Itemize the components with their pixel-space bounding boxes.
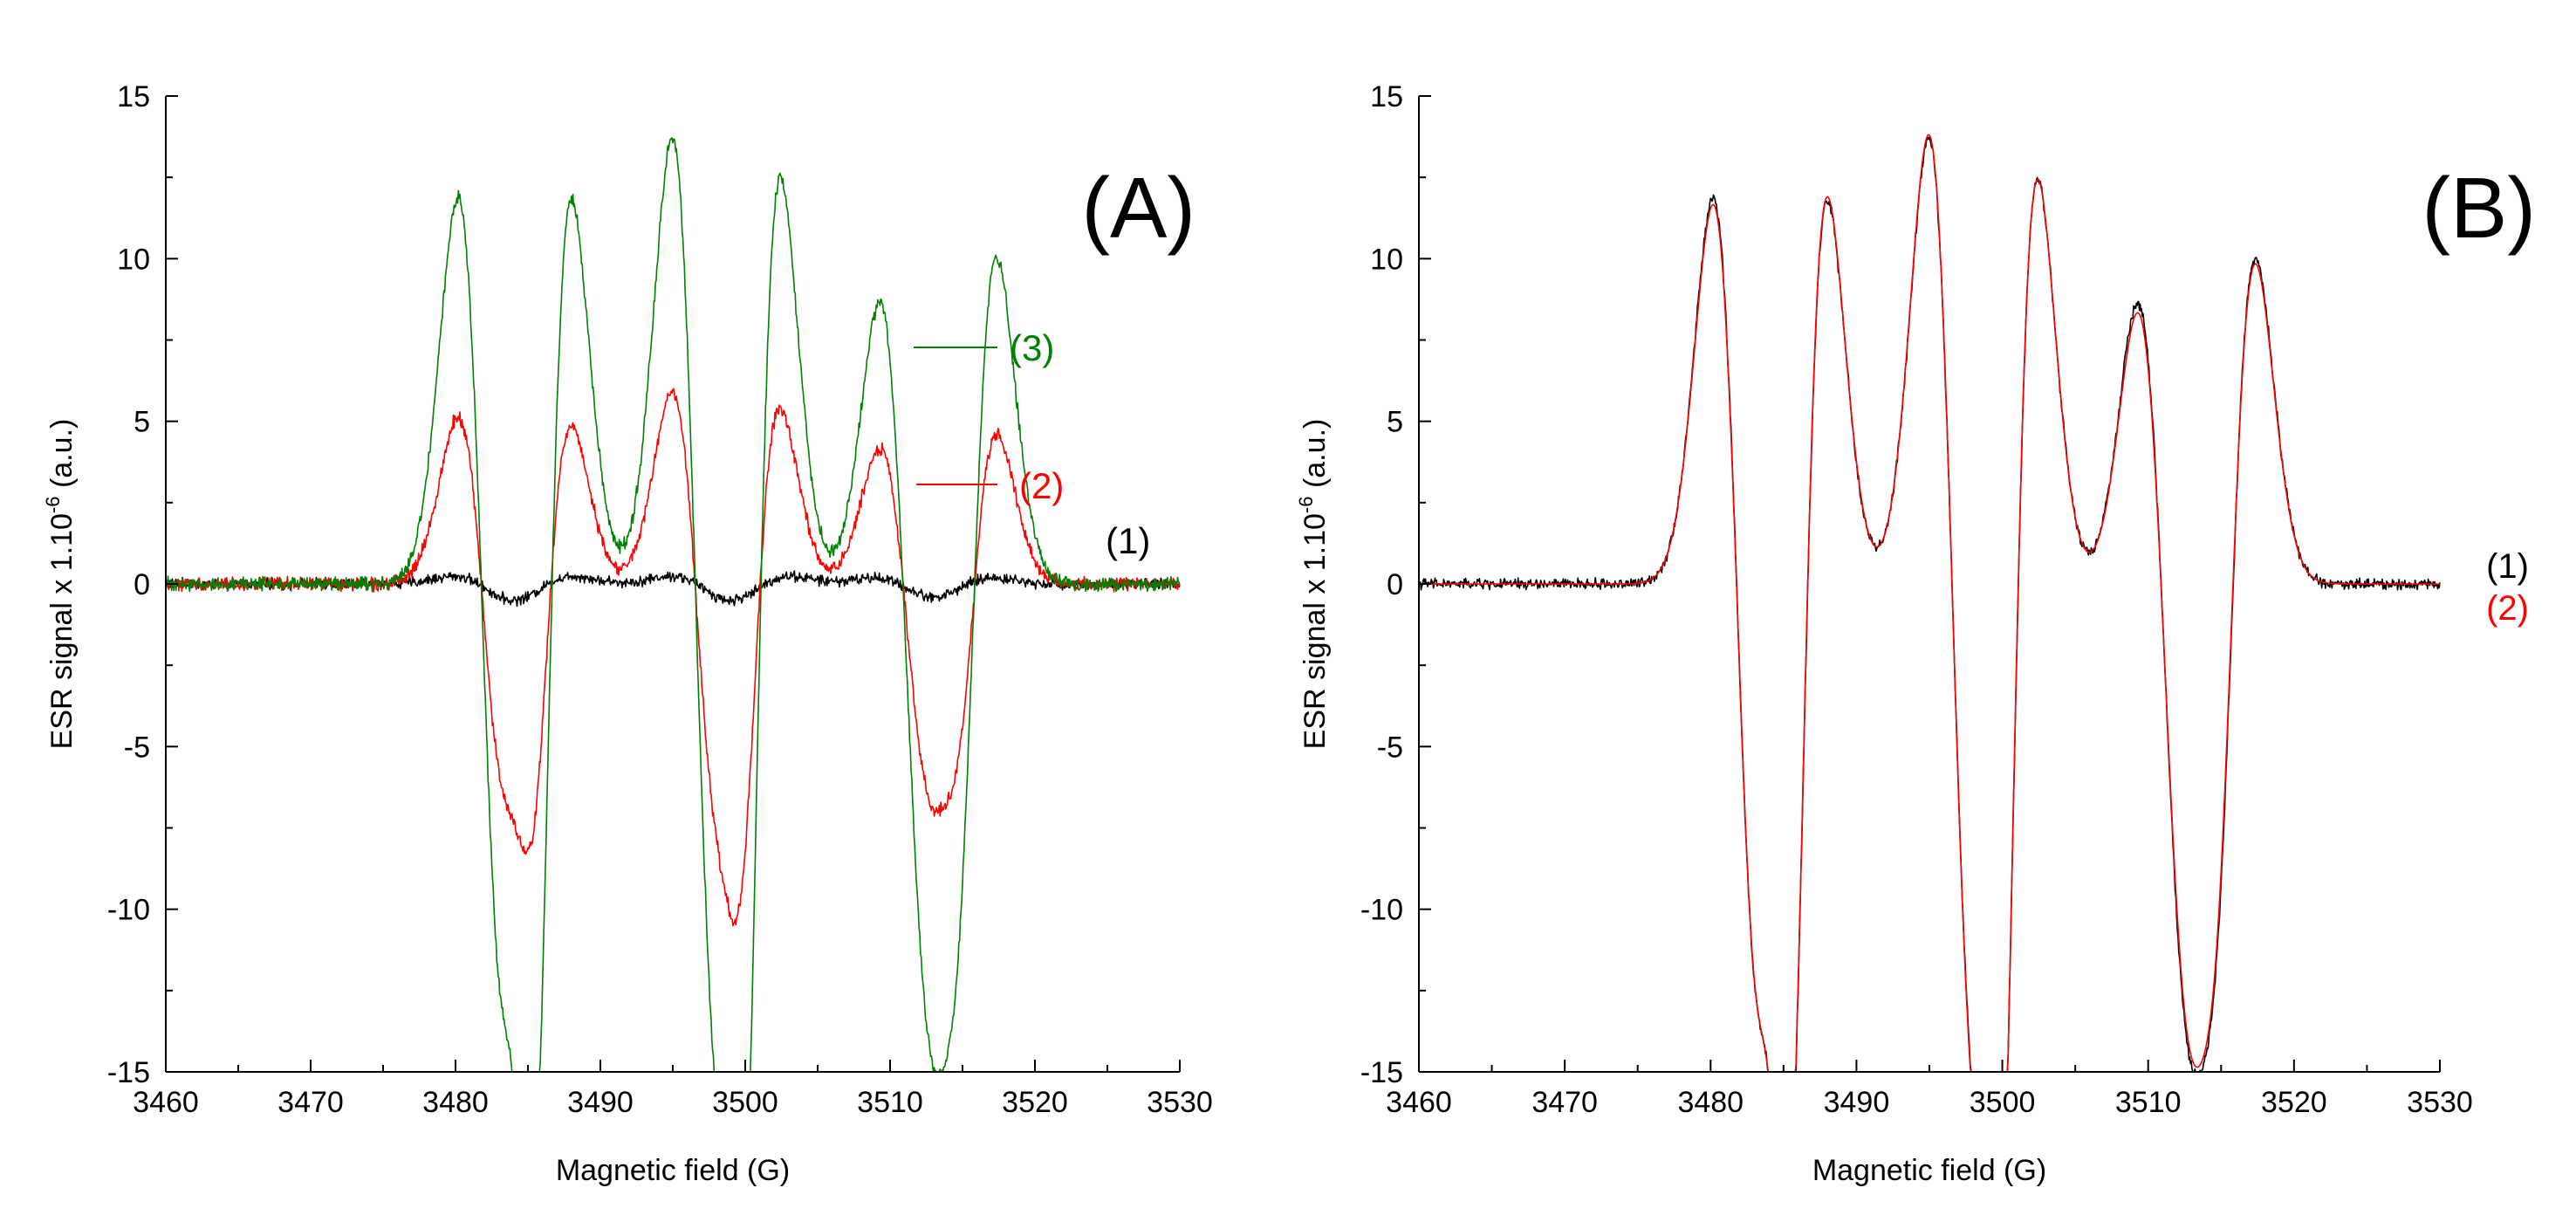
panel-b-series [1418, 134, 2441, 1073]
panel-b-xtick-label: 3490 [1824, 1086, 1890, 1119]
panel-a-ytick-label: 5 [134, 406, 150, 439]
panel-a-ytick-label: -15 [107, 1056, 150, 1089]
panel-b-xtick-label: 3460 [1386, 1086, 1452, 1119]
panel-a-ylabel: ESR signal x 1.10-6 (a.u.) [42, 419, 79, 750]
annotation-3: (3) [914, 327, 1054, 368]
panel-a-xtick-label: 3530 [1147, 1086, 1213, 1119]
annotation-2-label: (2) [1019, 465, 1064, 506]
panel-a-xtick-label: 3500 [712, 1086, 778, 1119]
panel-a: 3460 3470 3480 3490 3500 3510 3520 3530 -15 -10 -5… [42, 80, 1213, 1187]
panel-a-series [165, 137, 1181, 1073]
annotation-3-label: (3) [1010, 327, 1054, 368]
panel-a-series-1 [165, 570, 1181, 608]
annotation-1-label: (1) [1106, 520, 1150, 561]
panel-a-xtick-label: 3490 [567, 1086, 634, 1119]
panel-b-ytick-label: 5 [1387, 406, 1403, 439]
panel-b-xtick-label: 3480 [1677, 1086, 1744, 1119]
panel-b-ticks: 3460 3470 3480 3490 3500 3510 3520 3530 -15 -10 -5… [1360, 80, 2473, 1119]
panel-b-ytick-label: -5 [1377, 731, 1403, 764]
panel-a-ytick-label: 0 [134, 568, 150, 601]
panel-a-label: (A) [1081, 160, 1196, 256]
panel-a-xtick-label: 3520 [1002, 1086, 1068, 1119]
panel-a-xtick-label: 3460 [133, 1086, 199, 1119]
panel-b-series-2 [1419, 134, 2440, 1073]
panel-b-xtick-label: 3510 [2115, 1086, 2182, 1119]
panel-a-ytick-label: -10 [107, 894, 150, 927]
panel-b-ytick-label: 15 [1370, 80, 1403, 113]
panel-a-series-3 [165, 137, 1181, 1073]
panel-b-ytick-label: 10 [1370, 243, 1403, 276]
panel-a-ytick-label: 10 [117, 243, 150, 276]
panel-b-xtick-label: 3530 [2407, 1086, 2473, 1119]
panel-a-xtick-label: 3480 [422, 1086, 489, 1119]
annotation-2: (2) [916, 465, 1064, 506]
panel-b-xtick-label: 3500 [1970, 1086, 2036, 1119]
panel-b-ytick-label: 0 [1387, 568, 1403, 601]
legend-1-label: (1) [2486, 547, 2529, 586]
panel-a-ytick-label: 15 [117, 80, 150, 113]
panel-b-ytick-label: -10 [1360, 894, 1403, 927]
panel-b-xtick-label: 3520 [2261, 1086, 2327, 1119]
panel-b-xtick-label: 3470 [1531, 1086, 1598, 1119]
panel-a-ticks: 3460 3470 3480 3490 3500 3510 3520 3530 -15 -10 -5… [107, 80, 1213, 1119]
panel-b: 3460 3470 3480 3490 3500 3510 3520 3530 -15 -10 -5… [1295, 80, 2536, 1187]
panel-a-xlabel: Magnetic field (G) [556, 1154, 790, 1187]
panel-a-ytick-label: -5 [124, 731, 150, 764]
panel-a-xtick-label: 3470 [277, 1086, 344, 1119]
legend-2-label: (2) [2486, 589, 2529, 628]
panel-b-series-1 [1418, 136, 2441, 1073]
panel-b-ytick-label: -15 [1360, 1056, 1403, 1089]
panel-b-xlabel: Magnetic field (G) [1812, 1154, 2046, 1187]
panel-a-xtick-label: 3510 [857, 1086, 923, 1119]
panel-b-label: (B) [2422, 160, 2536, 256]
panel-b-ylabel: ESR signal x 1.10-6 (a.u.) [1295, 419, 1332, 750]
